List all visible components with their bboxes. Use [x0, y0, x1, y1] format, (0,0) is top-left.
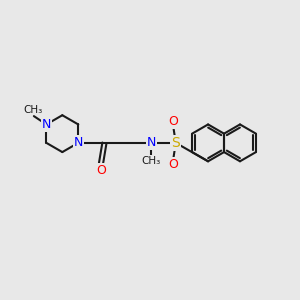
Text: N: N	[74, 136, 83, 149]
Text: O: O	[169, 115, 178, 128]
Text: N: N	[147, 136, 156, 149]
Text: N: N	[42, 118, 51, 131]
Text: O: O	[169, 158, 178, 171]
Text: O: O	[96, 164, 106, 177]
Text: S: S	[171, 136, 180, 150]
Text: CH₃: CH₃	[142, 156, 161, 166]
Text: CH₃: CH₃	[24, 105, 43, 115]
